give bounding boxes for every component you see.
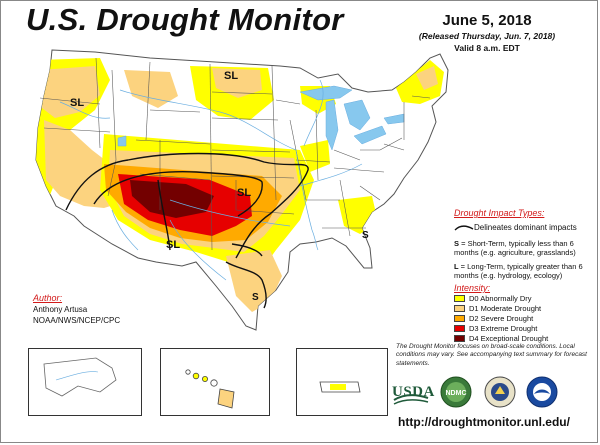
legend-label-d2: D2 Severe Drought — [469, 313, 534, 323]
impact-line-nm — [157, 179, 171, 251]
hawaii-outline — [185, 369, 235, 409]
great-salt-lake — [117, 135, 127, 147]
impact-line-southwest — [65, 152, 309, 259]
author-name: Anthony Artusa — [33, 305, 88, 314]
intensity-title: Intensity: — [454, 283, 491, 293]
legend-label-d4: D4 Exceptional Drought — [469, 333, 549, 343]
usda-swoosh-icon — [393, 394, 429, 405]
long-term-key: L — [454, 262, 459, 271]
impact-types-title: Drought Impact Types: — [454, 208, 545, 218]
label-sl-north-dakota: SL — [224, 70, 238, 82]
valid-time: Valid 8 a.m. EDT — [454, 43, 520, 53]
short-term-note: S = Short-Term, typically less than 6 mo… — [454, 239, 588, 257]
map-labels: SL SL SL SL S S — [70, 70, 369, 303]
swatch-d0 — [454, 294, 465, 302]
swatch-d3 — [454, 324, 465, 332]
drought-monitor-url[interactable]: http://droughtmonitor.unl.edu/ — [398, 415, 570, 429]
label-sl-northwest: SL — [70, 97, 84, 109]
release-date: (Released Thursday, Jun. 7, 2018) — [418, 31, 556, 41]
puerto-rico-outline — [319, 381, 361, 393]
legend-item-d1: D1 Moderate Drought — [454, 303, 548, 313]
label-s-texas: S — [252, 292, 259, 303]
d1-northeast — [416, 66, 438, 90]
legend-item-d3: D3 Extreme Drought — [454, 323, 548, 333]
d1-texas-south — [226, 250, 282, 312]
lake-huron — [343, 99, 371, 131]
short-term-key: S — [454, 239, 460, 248]
d1-northwest — [40, 66, 100, 118]
delineates-text: Delineates dominant impacts — [474, 223, 577, 232]
swatch-d2 — [454, 314, 465, 322]
alaska-outline — [43, 357, 117, 397]
state-borders — [39, 57, 431, 251]
disclaimer-note: The Drought Monitor focuses on broad-sca… — [396, 343, 587, 367]
swatch-d4 — [454, 334, 465, 342]
partner-logos: NDMC — [393, 376, 558, 408]
impact-line-symbol — [454, 224, 474, 231]
hawaii-inset — [160, 348, 270, 416]
short-term-text: = Short-Term, typically less than 6 mont… — [454, 239, 576, 257]
noaa-seal-icon — [526, 376, 558, 408]
impact-line-texas — [225, 261, 267, 309]
d1-north-dakota — [212, 68, 262, 98]
legend-item-d0: D0 Abnormally Dry — [454, 293, 548, 303]
intensity-legend: D0 Abnormally Dry D1 Moderate Drought D2… — [454, 293, 548, 343]
label-sl-new-mexico: SL — [166, 239, 180, 251]
legend-item-d4: D4 Exceptional Drought — [454, 333, 548, 343]
alaska-inset — [28, 348, 142, 416]
puerto-rico-inset — [296, 348, 388, 416]
delineates-row: Delineates dominant impacts — [454, 223, 577, 232]
drought-areas — [36, 58, 444, 312]
impact-line-texas-inner — [231, 243, 263, 257]
doc-seal-icon — [484, 376, 516, 408]
label-sl-kansas: SL — [237, 187, 251, 199]
ndmc-logo-icon: NDMC — [440, 376, 472, 408]
author-heading: Author: — [33, 293, 63, 303]
lake-michigan — [325, 99, 339, 151]
legend-item-d2: D2 Severe Drought — [454, 313, 548, 323]
label-s-georgia: S — [362, 230, 369, 241]
d4-four-corners — [130, 180, 214, 218]
great-lakes — [117, 85, 405, 151]
author-org: NOAA/NWS/NCEP/CPC — [33, 316, 121, 325]
legend-label-d1: D1 Moderate Drought — [469, 303, 542, 313]
long-term-note: L = Long-Term, typically greater than 6 … — [454, 262, 588, 280]
d0-ohio — [300, 140, 330, 172]
legend-label-d0: D0 Abnormally Dry — [469, 293, 532, 303]
map-title: U.S. Drought Monitor — [26, 2, 344, 37]
lake-erie — [353, 125, 387, 145]
lake-superior — [299, 85, 353, 101]
ndmc-logo-text: NDMC — [446, 390, 467, 397]
swatch-d1 — [454, 304, 465, 312]
legend-label-d3: D3 Extreme Drought — [469, 323, 538, 333]
rivers — [59, 79, 363, 281]
impact-lines — [65, 152, 309, 309]
d1-montana — [124, 70, 178, 108]
impact-line-inner-sw — [93, 171, 263, 217]
long-term-text: = Long-Term, typically greater than 6 mo… — [454, 262, 583, 280]
map-date: June 5, 2018 — [442, 12, 532, 29]
